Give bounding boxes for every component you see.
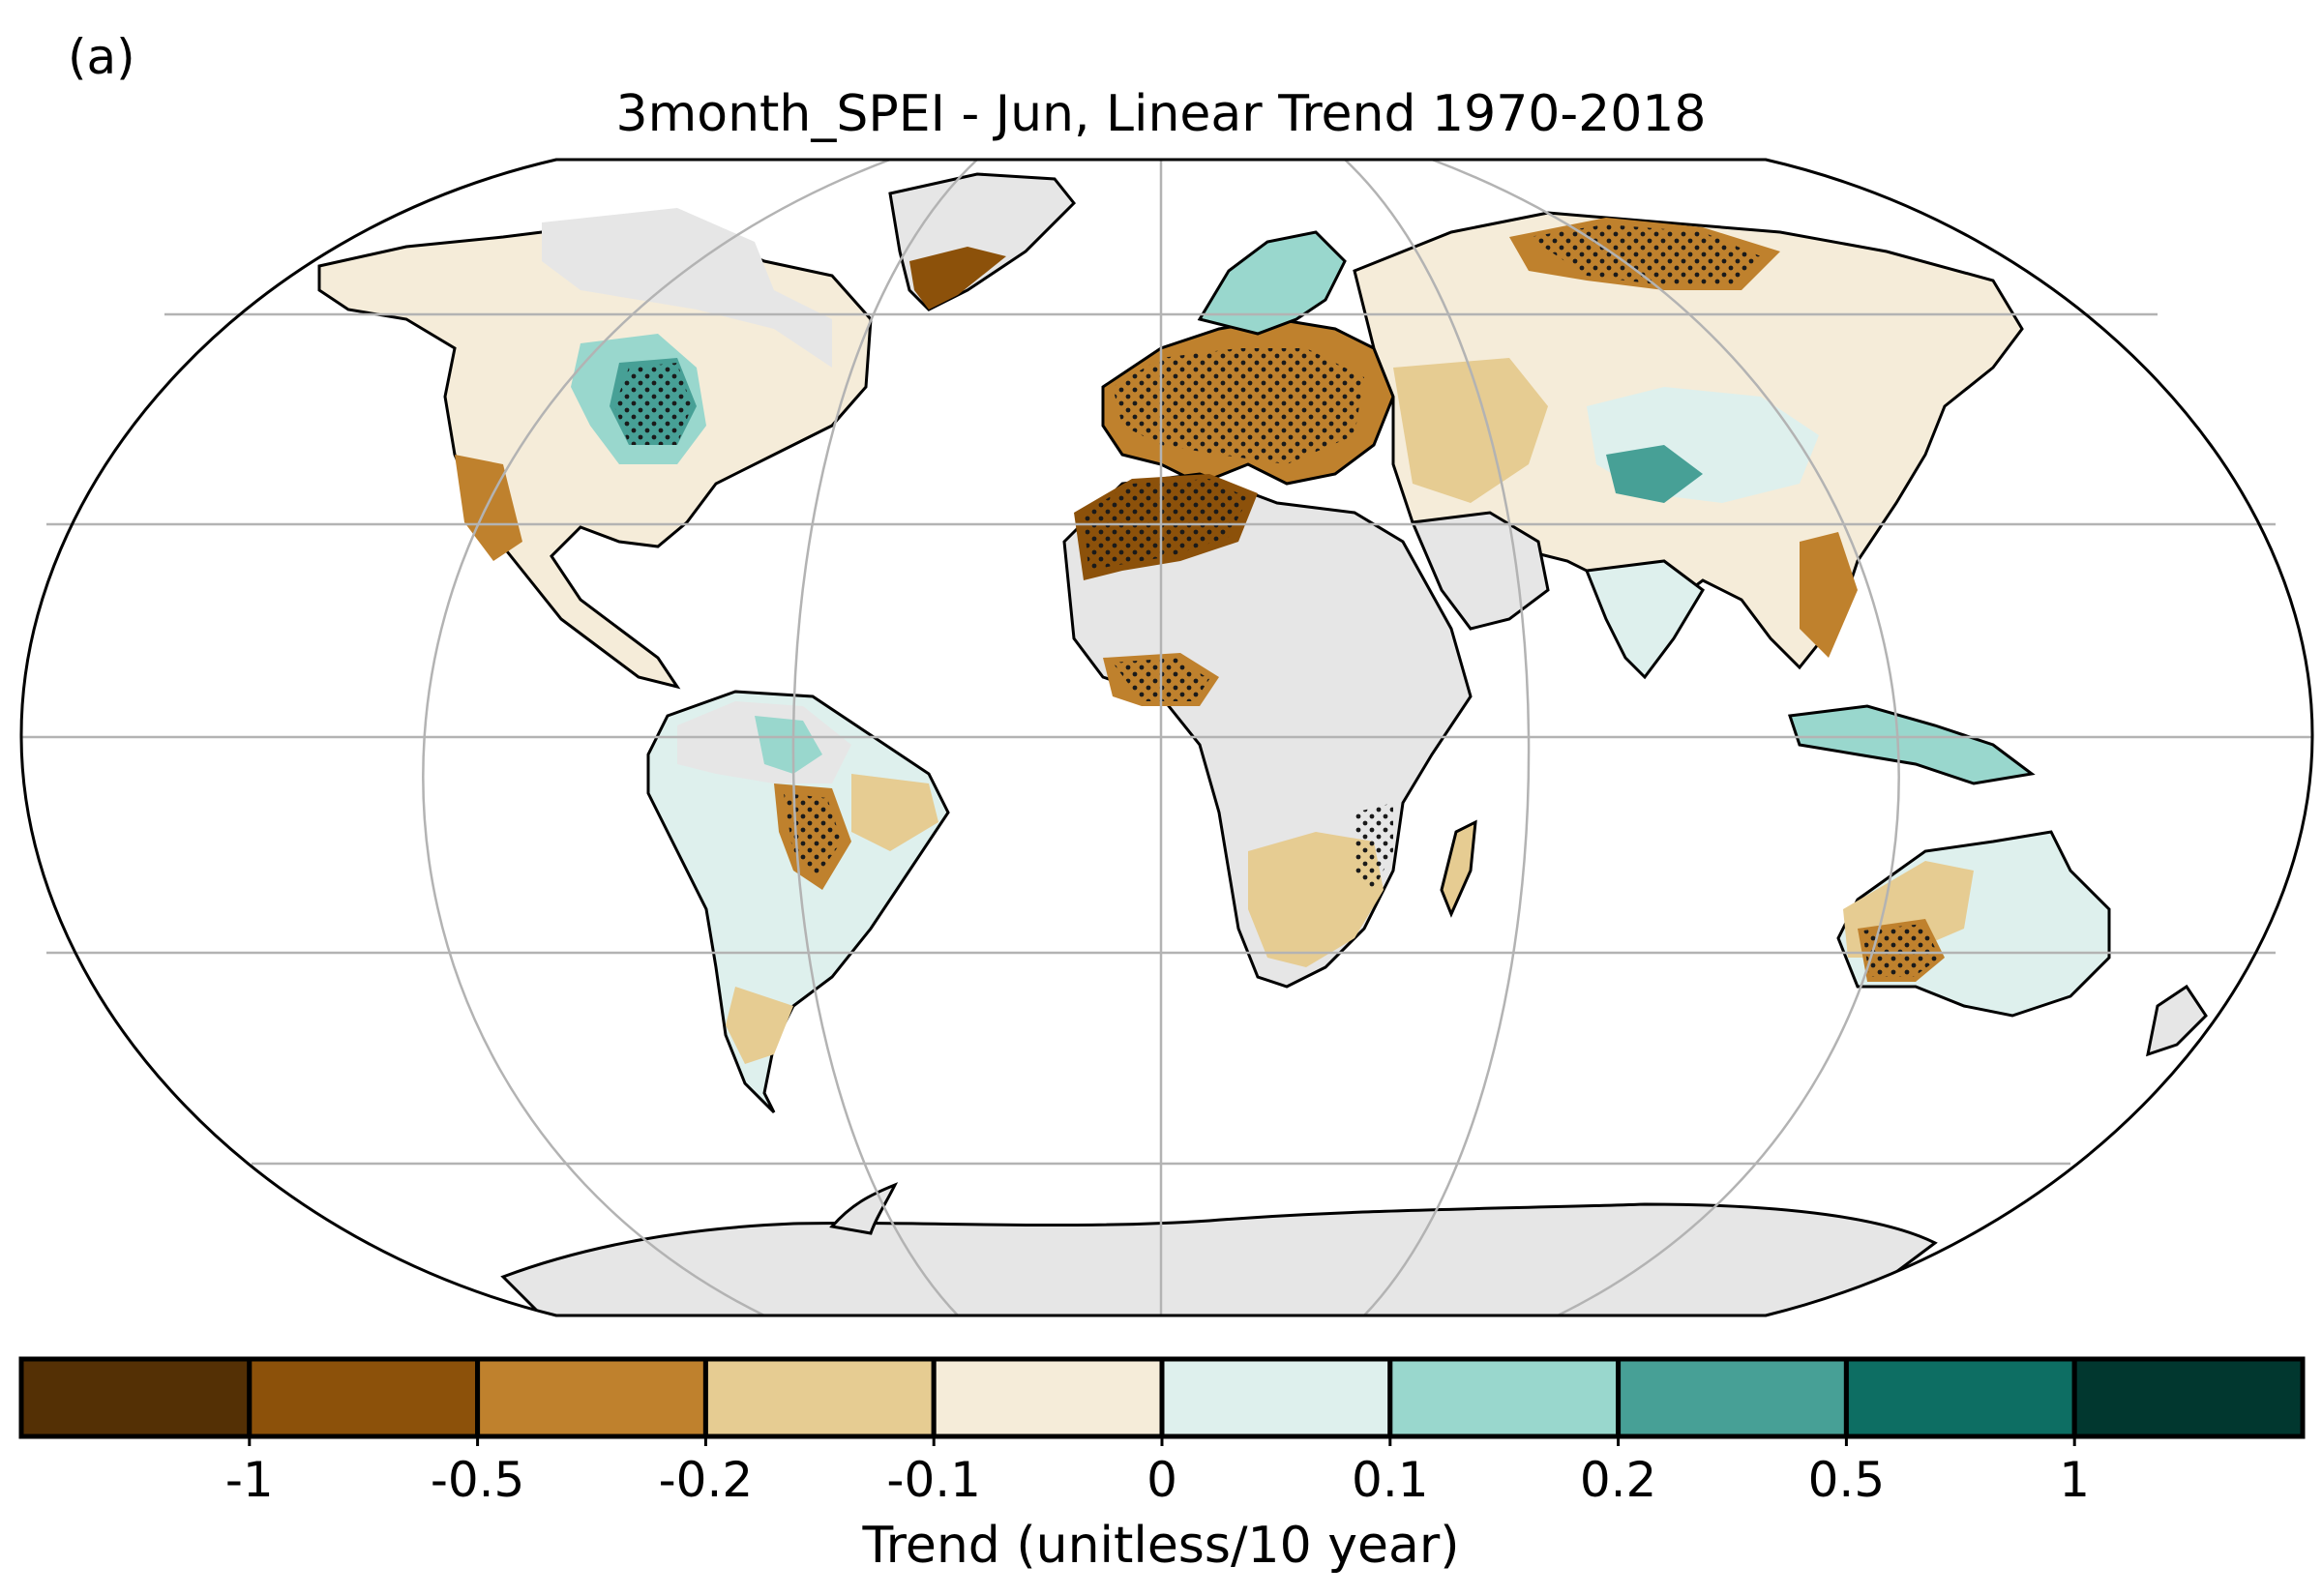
asia-stipple-north bbox=[1529, 224, 1761, 285]
asia-brown-southeast bbox=[1800, 532, 1858, 658]
australia-stipple bbox=[1862, 924, 1940, 977]
colorbar-swatch bbox=[702, 1356, 937, 1439]
south-america-tan-south bbox=[726, 987, 793, 1064]
colorbar-swatch bbox=[247, 1356, 481, 1439]
colorbar-swatch bbox=[2071, 1356, 2306, 1439]
colorbar-tick-label: -0.2 bbox=[659, 1452, 754, 1508]
south-america-teal bbox=[755, 716, 822, 774]
colorbar-label: Trend (unitless/10 year) bbox=[862, 1517, 1460, 1575]
north-america-stipple bbox=[614, 363, 692, 445]
colorbar-tick-label: 0.5 bbox=[1808, 1452, 1886, 1508]
scandinavia-landmass bbox=[1197, 230, 1347, 336]
south-america-tan-east bbox=[851, 774, 938, 851]
asia-teal-core bbox=[1606, 445, 1703, 503]
north-america-brown-west bbox=[455, 455, 522, 561]
colorbar-tick-label: 1 bbox=[2059, 1452, 2090, 1508]
colorbar-border bbox=[18, 1356, 2306, 1439]
panel-label: (a) bbox=[68, 29, 135, 85]
colorbar-tick-label: -0.1 bbox=[886, 1452, 981, 1508]
globe-border bbox=[19, 158, 2314, 1317]
colorbar-swatch bbox=[475, 1356, 708, 1439]
colorbar-swatch bbox=[18, 1356, 253, 1439]
graticule bbox=[21, 158, 2312, 1317]
colorbar-tick-label: 0.1 bbox=[1352, 1452, 1429, 1508]
colorbar-tick-label: -1 bbox=[225, 1452, 274, 1508]
colorbar-tick-label: 0 bbox=[1146, 1452, 1177, 1508]
africa-southeast-stipple bbox=[1354, 803, 1393, 890]
asia-tan-west bbox=[1393, 358, 1548, 503]
colorbar-swatch bbox=[931, 1356, 1165, 1439]
map-title: 3month_SPEI - Jun, Linear Trend 1970-201… bbox=[615, 85, 1707, 143]
colorbar-swatch bbox=[1387, 1356, 1622, 1439]
greenland-brown-tip bbox=[909, 247, 1006, 310]
colorbar: -1 -0.5 -0.2 -0.1 0 0.1 0.2 0.5 1 bbox=[18, 1356, 2306, 1508]
colorbar-tick-label: -0.5 bbox=[431, 1452, 525, 1508]
madagascar-landmass bbox=[1440, 819, 1477, 918]
arabia-landmass bbox=[1410, 511, 1550, 631]
new-zealand bbox=[2146, 984, 2208, 1057]
africa-south-tan bbox=[1248, 832, 1384, 967]
colorbar-swatch bbox=[1616, 1356, 1849, 1439]
india-landmass bbox=[1584, 559, 1705, 680]
north-america-gray-arctic bbox=[542, 208, 832, 368]
colorbar-tick-label: 0.2 bbox=[1580, 1452, 1657, 1508]
map-frame bbox=[19, 158, 2314, 1317]
europe-stipple bbox=[1113, 348, 1364, 464]
indonesia-islands bbox=[1787, 704, 2036, 785]
colorbar-swatch bbox=[1843, 1356, 2077, 1439]
colorbar-swatch bbox=[1159, 1356, 1393, 1439]
